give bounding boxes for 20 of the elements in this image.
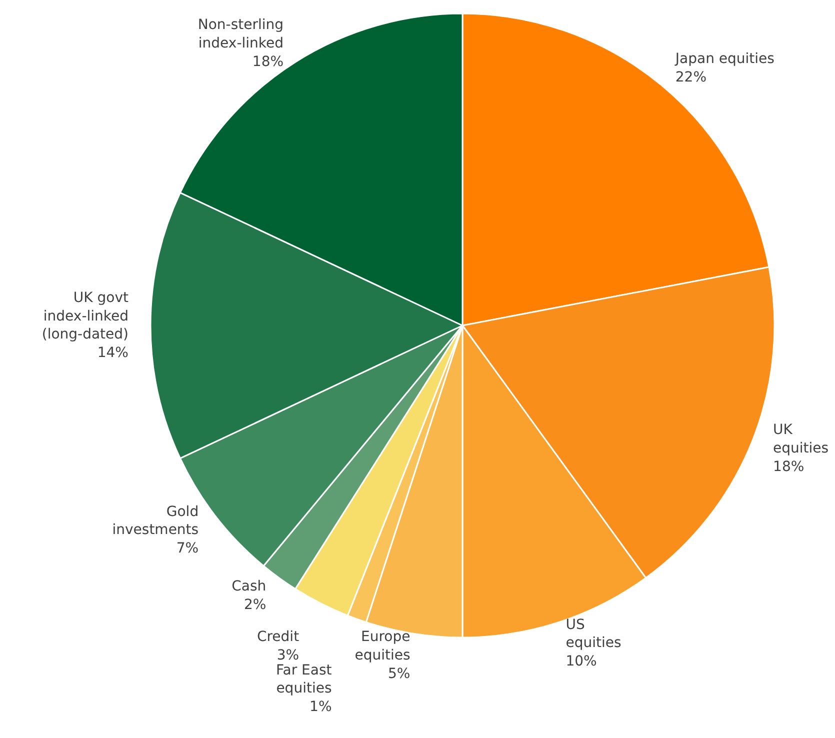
slice-label: Gold investments (112, 504, 199, 538)
data-label: 10% (566, 654, 597, 670)
data-label: 2% (244, 596, 266, 613)
slice-label: Cash (232, 578, 266, 595)
data-label: 18% (252, 54, 284, 70)
slice-label: Japan equities (674, 50, 774, 67)
data-label: 18% (773, 458, 804, 475)
data-label: 7% (176, 540, 199, 557)
slice-label: Far East equities (276, 662, 332, 697)
slice-label: Credit (256, 629, 300, 646)
slice-label: UK equities (773, 422, 829, 456)
data-label: 5% (388, 666, 410, 682)
slice-label: US equities (566, 616, 622, 652)
data-label: 22% (675, 69, 707, 86)
data-label: 14% (97, 345, 129, 362)
slice-label: Europe equities (354, 628, 410, 664)
data-label: 3% (276, 647, 300, 664)
data-label: 1% (310, 699, 332, 716)
slice-label: UK govt index-linked (long-dated) (42, 290, 130, 343)
slice-label: Non-sterling index-linked (198, 17, 284, 52)
